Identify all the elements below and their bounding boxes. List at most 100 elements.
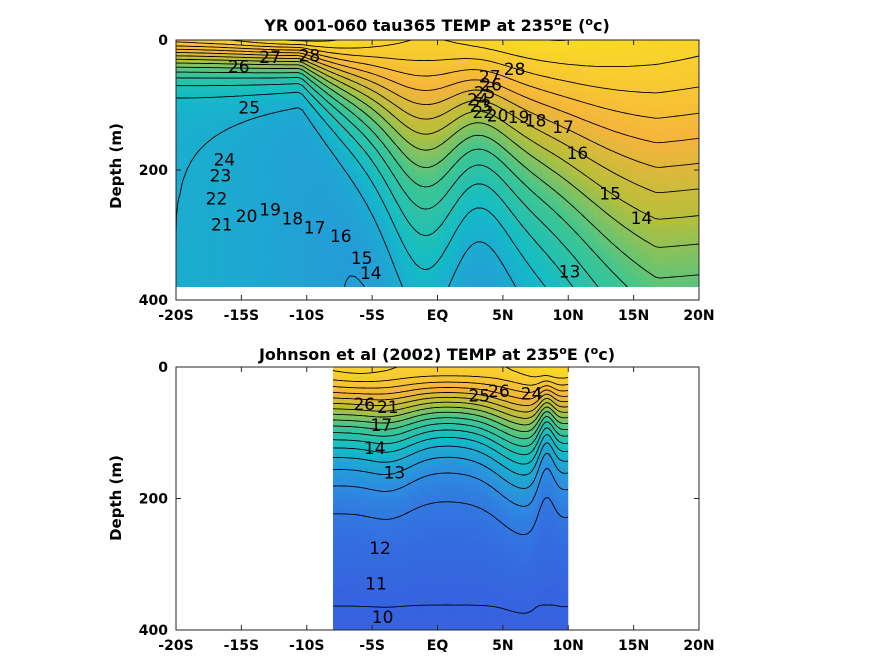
heatmap-cell [507,138,514,144]
heatmap-cell [210,161,218,167]
heatmap-cell [309,201,317,207]
heatmap-cell [460,53,468,59]
heatmap-cell [571,273,578,279]
heatmap-cell [443,161,450,167]
heatmap-cell [199,156,206,162]
heatmap-cell [547,89,555,95]
heatmap-cell [565,129,572,135]
heatmap-cell [350,242,357,248]
heatmap-cell [617,255,625,261]
heatmap-cell [652,264,659,270]
heatmap-cell [536,62,543,68]
heatmap-cell [408,80,415,86]
heatmap-cell [594,134,601,140]
heatmap-cell [687,260,694,266]
heatmap-cell [292,84,299,90]
heatmap-cell [391,129,398,135]
heatmap-cell [611,210,619,216]
heatmap-cell [437,107,444,113]
heatmap-cell [431,215,439,221]
heatmap-cell [361,147,369,153]
heatmap-cell [658,129,665,135]
heatmap-cell [199,210,206,216]
heatmap-cell [669,170,677,176]
heatmap-cell [611,89,619,95]
heatmap-cell [513,129,520,135]
heatmap-cell [513,40,520,46]
heatmap-cell [303,165,311,171]
heatmap-cell [507,44,514,50]
heatmap-cell [176,147,183,153]
heatmap-cell [379,183,386,189]
heatmap-cell [338,161,346,167]
heatmap-cell [350,40,357,46]
heatmap-cell [321,269,328,275]
heatmap-cell [513,233,520,239]
heatmap-cell [350,174,357,180]
heatmap-cell [315,206,322,212]
heatmap-cell [338,53,346,59]
heatmap-cell [565,57,572,64]
contour-label: 27 [259,48,281,68]
heatmap-cell [315,183,322,189]
heatmap-cell [489,278,497,284]
heatmap-cell [513,89,520,95]
heatmap-cell [216,170,224,176]
heatmap-cell [408,228,415,234]
heatmap-cell [332,215,340,221]
heatmap-cell [234,89,241,95]
heatmap-cell [315,116,322,122]
heatmap-cell [687,134,694,140]
heatmap-cell [315,125,322,131]
contour-label: 22 [206,189,228,209]
heatmap-cell [530,66,537,73]
heatmap-cell [524,251,532,257]
heatmap-cell [547,75,555,82]
heatmap-cell [582,224,590,230]
heatmap-cell [216,40,224,46]
heatmap-cell [228,62,235,68]
heatmap-cell [530,278,537,284]
heatmap-cell [356,143,363,149]
heatmap-cell [239,156,247,162]
heatmap-cell [606,269,613,275]
heatmap-cell [547,40,555,46]
heatmap-cell [356,71,363,77]
heatmap-cell [187,156,195,162]
heatmap-cell [675,66,683,73]
heatmap-cell [315,210,322,216]
heatmap-cell [565,206,572,212]
heatmap-cell [652,111,659,117]
heatmap-cell [187,192,195,198]
heatmap-cell [251,147,258,153]
heatmap-cell [582,237,590,243]
heatmap-cell [274,210,282,216]
heatmap-cell [466,48,473,55]
heatmap-cell [187,206,195,212]
heatmap-cell [652,219,659,225]
heatmap-cell [611,269,619,275]
heatmap-cell [408,93,415,99]
heatmap-cell [286,66,293,73]
heatmap-cell [193,174,200,180]
heatmap-cell [687,129,694,135]
heatmap-cell [181,251,189,257]
heatmap-cell [507,183,514,189]
heatmap-cell [693,129,699,135]
heatmap-cell [315,282,322,287]
heatmap-cell [478,269,485,275]
heatmap-cell [315,98,322,104]
heatmap-cell [559,237,566,243]
heatmap-cell [321,102,328,108]
heatmap-cell [617,174,625,180]
heatmap-cell [559,273,566,279]
heatmap-cell [309,107,317,113]
heatmap-cell [646,273,654,279]
heatmap-cell [617,75,625,82]
heatmap-cell [280,138,288,144]
heatmap-cell [542,174,549,180]
heatmap-cell [268,75,276,82]
heatmap-cell [507,147,514,153]
heatmap-cell [327,107,334,113]
